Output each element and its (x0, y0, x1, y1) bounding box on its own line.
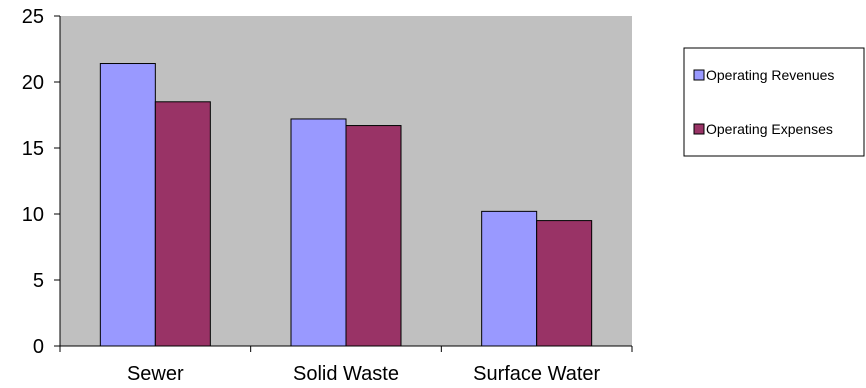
bar-sewer-operating-revenues (99, 63, 156, 347)
y-tick-label: 0 (33, 336, 44, 358)
legend-swatch (693, 123, 705, 135)
bar-surface-water-operating-expenses (536, 220, 593, 347)
legend-box (683, 47, 865, 157)
legend-swatch (693, 69, 705, 81)
legend: Operating Revenues Operating Expenses (683, 47, 865, 157)
y-tick-label: 15 (22, 138, 44, 160)
y-tick-label: 10 (22, 204, 44, 226)
bar-solid-waste-operating-revenues (290, 118, 347, 347)
y-tick-label: 20 (22, 72, 44, 94)
x-category-label: Solid Waste (293, 363, 399, 385)
bar-sewer-operating-expenses (154, 101, 211, 347)
y-tick-label: 5 (33, 270, 44, 292)
y-tick-label: 25 (22, 6, 44, 28)
legend-label: Operating Revenues (706, 67, 834, 83)
bar-solid-waste-operating-expenses (345, 125, 402, 347)
legend-label: Operating Expenses (706, 121, 833, 137)
x-category-label: Surface Water (473, 363, 600, 385)
bar-surface-water-operating-revenues (481, 210, 538, 347)
x-category-label: Sewer (127, 363, 184, 385)
